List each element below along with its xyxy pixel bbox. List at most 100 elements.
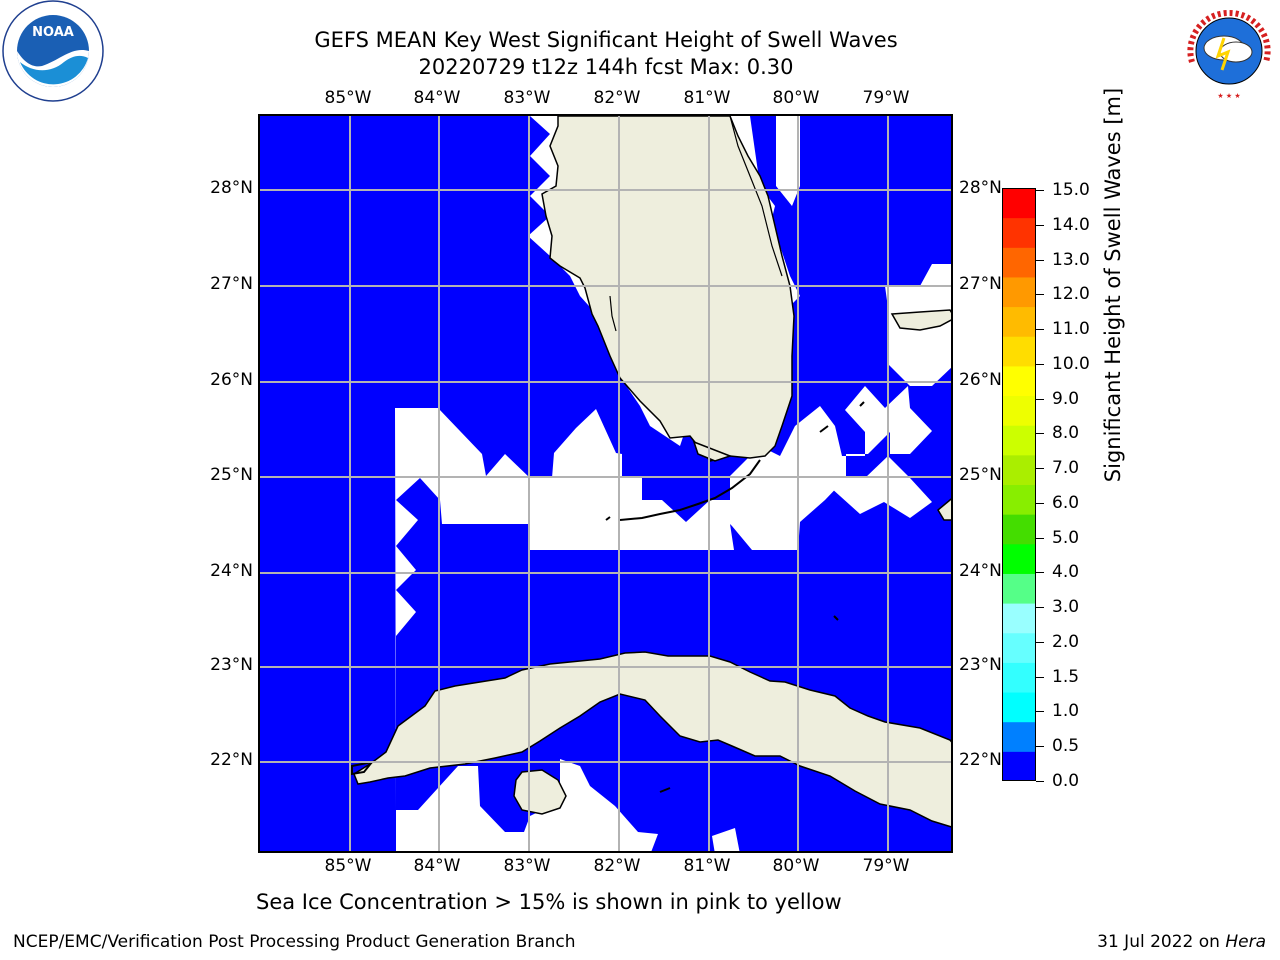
lat-label-left: 25°N xyxy=(210,465,253,485)
colorbar-tick-mark xyxy=(1036,468,1044,470)
colorbar-border xyxy=(1002,188,1036,781)
chart-subtitle: 20220729 t12z 144h fcst Max: 0.30 xyxy=(418,55,794,79)
colorbar-tick-label: 3.0 xyxy=(1052,597,1080,618)
lon-label-bottom: 82°W xyxy=(593,856,641,876)
lon-label-bottom: 83°W xyxy=(503,856,551,876)
map-panel xyxy=(258,114,953,853)
bahamas-land-1 xyxy=(890,309,951,331)
colorbar-tick-mark xyxy=(1036,537,1044,539)
colorbar-segment xyxy=(1002,662,1036,693)
colorbar-label: Significant Height of Swell Waves [m] xyxy=(1101,87,1125,483)
footer-date-text: 31 Jul 2022 on xyxy=(1097,932,1226,952)
lat-label-left: 23°N xyxy=(210,655,253,675)
colorbar-tick-label: 0.5 xyxy=(1052,736,1080,757)
colorbar-tick-mark xyxy=(1036,711,1044,713)
svg-text:NOAA: NOAA xyxy=(32,25,74,40)
graticule xyxy=(260,116,951,851)
sea-ice-note: Sea Ice Concentration > 15% is shown in … xyxy=(256,890,842,914)
lat-label-left: 22°N xyxy=(210,750,253,770)
colorbar-tick-label: 6.0 xyxy=(1052,492,1080,513)
lon-label-bottom: 84°W xyxy=(413,856,461,876)
colorbar-tick-mark xyxy=(1036,781,1044,782)
lon-label-bottom: 85°W xyxy=(324,856,372,876)
lat-label-right: 22°N xyxy=(959,750,1002,770)
noaa-logo: NOAA xyxy=(2,0,104,102)
colorbar-tick-mark xyxy=(1036,607,1044,609)
footer-credit: NCEP/EMC/Verification Post Processing Pr… xyxy=(13,932,576,952)
lon-label-top: 80°W xyxy=(772,88,820,108)
chart-title: GEFS MEAN Key West Significant Height of… xyxy=(314,28,898,52)
colorbar-tick-label: 9.0 xyxy=(1052,388,1080,409)
lon-label-top: 83°W xyxy=(503,88,551,108)
colorbar-tick-mark xyxy=(1036,572,1044,574)
footer-date: 31 Jul 2022 on Hera xyxy=(1097,932,1266,952)
colorbar-tick-label: 13.0 xyxy=(1052,249,1090,270)
colorbar-tick-mark xyxy=(1036,363,1044,365)
colorbar-segment xyxy=(1002,454,1036,485)
lon-label-bottom: 81°W xyxy=(683,856,731,876)
colorbar-tick-label: 15.0 xyxy=(1052,180,1090,200)
lon-label-bottom: 79°W xyxy=(862,856,910,876)
colorbar-segment xyxy=(1002,692,1036,723)
map-canvas xyxy=(260,116,951,851)
isla-juventud-land xyxy=(513,769,567,815)
florida-land xyxy=(541,116,795,462)
lat-label-right: 27°N xyxy=(959,274,1002,294)
colorbar-segment xyxy=(1002,395,1036,426)
colorbar-segment xyxy=(1002,336,1036,367)
colorbar-segment xyxy=(1002,425,1036,456)
colorbar-tick-label: 0.0 xyxy=(1052,771,1080,791)
colorbar xyxy=(1002,188,1036,781)
lat-label-right: 24°N xyxy=(959,561,1002,581)
colorbar-tick-mark xyxy=(1036,224,1044,226)
colorbar-tick-label: 1.5 xyxy=(1052,666,1080,687)
colorbar-tick-mark xyxy=(1036,259,1044,261)
colorbar-tick-label: 1.0 xyxy=(1052,701,1080,722)
colorbar-segment xyxy=(1002,514,1036,545)
colorbar-segment xyxy=(1002,484,1036,515)
colorbar-tick-mark xyxy=(1036,433,1044,435)
colorbar-tick-mark xyxy=(1036,641,1044,643)
nws-logo: ★ ★ ★ xyxy=(1181,3,1277,100)
colorbar-tick-label: 14.0 xyxy=(1052,214,1090,235)
lat-label-left: 26°N xyxy=(210,370,253,390)
colorbar-segment xyxy=(1002,603,1036,634)
colorbar-tick-label: 10.0 xyxy=(1052,353,1090,374)
colorbar-segment xyxy=(1002,543,1036,574)
colorbar-segment xyxy=(1002,247,1036,278)
colorbar-segment xyxy=(1002,721,1036,752)
colorbar-tick-label: 2.0 xyxy=(1052,631,1080,652)
bahamas-land-2 xyxy=(937,498,951,521)
colorbar-tick-label: 12.0 xyxy=(1052,284,1090,305)
lat-label-left: 27°N xyxy=(210,274,253,294)
colorbar-segment xyxy=(1002,276,1036,308)
colorbar-segment xyxy=(1002,751,1036,781)
colorbar-tick-label: 4.0 xyxy=(1052,562,1080,583)
colorbar-tick-mark xyxy=(1036,294,1044,296)
florida-keys xyxy=(351,401,865,793)
colorbar-tick-mark xyxy=(1036,746,1044,748)
lat-label-left: 28°N xyxy=(210,178,253,198)
lat-label-left: 24°N xyxy=(210,561,253,581)
colorbar-segment xyxy=(1002,217,1036,248)
svg-text:★ ★ ★: ★ ★ ★ xyxy=(1217,92,1240,100)
lon-label-top: 85°W xyxy=(324,88,372,108)
lon-label-top: 84°W xyxy=(413,88,461,108)
lon-label-top: 79°W xyxy=(862,88,910,108)
colorbar-tick-mark xyxy=(1036,676,1044,678)
colorbar-segment xyxy=(1002,365,1036,397)
footer-system: Hera xyxy=(1225,932,1266,952)
lat-label-right: 26°N xyxy=(959,370,1002,390)
colorbar-tick-mark xyxy=(1036,190,1044,191)
colorbar-tick-label: 7.0 xyxy=(1052,458,1080,479)
lon-label-bottom: 80°W xyxy=(772,856,820,876)
lon-label-top: 81°W xyxy=(683,88,731,108)
colorbar-tick-label: 5.0 xyxy=(1052,527,1080,548)
colorbar-tick-label: 11.0 xyxy=(1052,319,1090,340)
colorbar-segment xyxy=(1002,573,1036,604)
colorbar-tick-mark xyxy=(1036,329,1044,331)
colorbar-tick-label: 8.0 xyxy=(1052,423,1080,444)
colorbar-segment xyxy=(1002,188,1036,219)
colorbar-tick-mark xyxy=(1036,502,1044,504)
colorbar-tick-mark xyxy=(1036,398,1044,400)
